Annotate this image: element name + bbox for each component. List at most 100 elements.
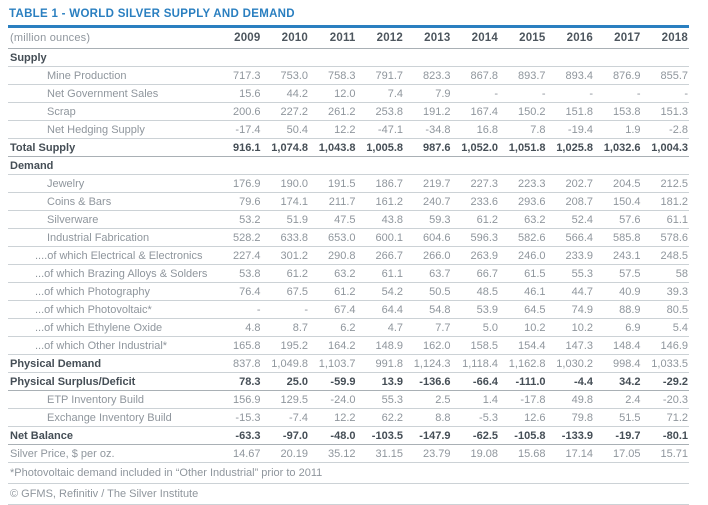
value-cell: -103.5 — [371, 429, 403, 442]
value-cell: 991.8 — [375, 357, 403, 370]
value-cell: 633.8 — [280, 231, 308, 244]
year-header: 2009 — [234, 32, 261, 44]
year-header: 2018 — [661, 32, 688, 44]
value-cell: -47.1 — [377, 123, 403, 136]
year-header: 2011 — [329, 32, 356, 44]
value-cell: -136.6 — [419, 375, 451, 388]
value-cell: 67.5 — [286, 285, 308, 298]
value-cell: -147.9 — [419, 429, 451, 442]
value-cell: 14.67 — [232, 447, 261, 460]
value-cell: 600.1 — [375, 231, 403, 244]
value-cell: 80.5 — [666, 303, 688, 316]
value-cell: -80.1 — [662, 429, 688, 442]
value-cell: 248.5 — [660, 249, 688, 262]
value-cell: 55.3 — [571, 267, 593, 280]
value-cell: 7.8 — [530, 123, 546, 136]
table-row: Physical Demand 837.8 1,049.8 1,103.7 991.8 1… — [8, 354, 689, 373]
value-cell: 181.2 — [660, 195, 688, 208]
value-cell: 17.14 — [565, 447, 593, 460]
value-cell: 837.8 — [232, 357, 261, 370]
value-cell: 855.7 — [660, 69, 688, 82]
table-row: ...of which Photovoltaic* - - 67.4 64.4 54.8 5… — [8, 301, 689, 319]
table-row: Silver Price, $ per oz. 14.67 20.19 35.12 31… — [8, 445, 689, 463]
row-label: ETP Inventory Build — [47, 393, 145, 406]
row-label: Net Hedging Supply — [47, 123, 145, 136]
value-cell: 301.2 — [280, 249, 308, 262]
value-cell: 753.0 — [280, 69, 308, 82]
value-cell — [262, 157, 310, 175]
value-cell: 147.3 — [565, 339, 593, 352]
value-cell: 1,030.2 — [556, 357, 593, 370]
value-cell: 585.8 — [612, 231, 641, 244]
value-cell: 88.9 — [619, 303, 641, 316]
value-cell: 1,103.7 — [318, 357, 356, 370]
row-label: Net Balance — [10, 429, 73, 442]
value-cell: 1,005.8 — [366, 141, 403, 154]
value-cell: 191.2 — [422, 105, 451, 118]
value-cell: 51.9 — [286, 213, 308, 226]
value-cell: 6.9 — [625, 321, 641, 334]
value-cell: 44.2 — [286, 87, 308, 100]
value-cell: -17.8 — [520, 393, 546, 406]
value-cell: 4.7 — [387, 321, 403, 334]
value-cell: 52.4 — [571, 213, 593, 226]
value-cell: 61.2 — [286, 267, 308, 280]
value-cell: 53.2 — [239, 213, 261, 226]
value-cell: 10.2 — [571, 321, 593, 334]
value-cell: 10.2 — [524, 321, 546, 334]
value-cell — [214, 157, 262, 175]
value-cell: 212.5 — [660, 177, 688, 190]
value-cell: 233.9 — [565, 249, 593, 262]
table-row: Industrial Fabrication 528.2 633.8 653.0 600… — [8, 229, 689, 247]
value-cell: -29.2 — [662, 375, 688, 388]
value-cell: 5.0 — [482, 321, 498, 334]
value-cell: - — [304, 303, 308, 316]
value-cell: 202.7 — [565, 177, 593, 190]
value-cell: 243.1 — [612, 249, 641, 262]
value-cell: 15.71 — [660, 447, 688, 460]
table-row: Jewelry 176.9 190.0 191.5 186.7 219.7 227.3 223… — [8, 175, 689, 193]
value-cell: 150.2 — [517, 105, 546, 118]
value-cell: 998.4 — [612, 357, 641, 370]
value-cell: 74.9 — [571, 303, 593, 316]
title-rule — [8, 25, 689, 28]
table-row: ...of which Other Industrial* 165.8 195.2 1… — [8, 337, 689, 355]
value-cell: 1,118.4 — [462, 357, 498, 370]
value-cell: 47.5 — [334, 213, 356, 226]
value-cell: 63.2 — [334, 267, 356, 280]
row-label: Exchange Inventory Build — [47, 411, 172, 424]
value-cell: 200.6 — [232, 105, 261, 118]
value-cell: 1.9 — [625, 123, 641, 136]
value-cell: 79.6 — [239, 195, 261, 208]
value-cell: 596.3 — [470, 231, 498, 244]
value-cell: 1,004.3 — [651, 141, 688, 154]
value-cell: 162.0 — [422, 339, 451, 352]
value-cell: 2.5 — [435, 393, 451, 406]
value-cell: 61.5 — [524, 267, 546, 280]
value-cell: 293.6 — [517, 195, 546, 208]
table-row: Mine Production 717.3 753.0 758.3 791.7 823.3… — [8, 67, 689, 85]
value-cell: 263.9 — [470, 249, 498, 262]
value-cell: 63.2 — [524, 213, 546, 226]
value-cell: 987.6 — [422, 141, 451, 154]
value-cell: 31.15 — [375, 447, 403, 460]
value-cell: -66.4 — [472, 375, 498, 388]
value-cell: 148.9 — [375, 339, 403, 352]
value-cell: 57.6 — [619, 213, 641, 226]
value-cell: 49.8 — [571, 393, 593, 406]
value-cell: -48.0 — [330, 429, 356, 442]
value-cell: 4.8 — [245, 321, 261, 334]
copyright: © GFMS, Refinitiv / The Silver Institute — [8, 484, 689, 505]
value-cell — [594, 157, 642, 175]
value-cell: -105.8 — [514, 429, 546, 442]
value-cell: 54.2 — [381, 285, 403, 298]
table-row: Coins & Bars 79.6 174.1 211.7 161.2 240.7 233.… — [8, 193, 689, 211]
value-cell — [452, 49, 500, 67]
row-label: Scrap — [47, 105, 76, 118]
value-cell: 266.7 — [375, 249, 403, 262]
value-cell: 129.5 — [280, 393, 308, 406]
value-cell: 55.3 — [381, 393, 403, 406]
table-row: Total Supply 916.1 1,074.8 1,043.8 1,005.8 98… — [8, 138, 689, 157]
table-row: Demand — [8, 157, 689, 175]
value-cell: 604.6 — [422, 231, 451, 244]
